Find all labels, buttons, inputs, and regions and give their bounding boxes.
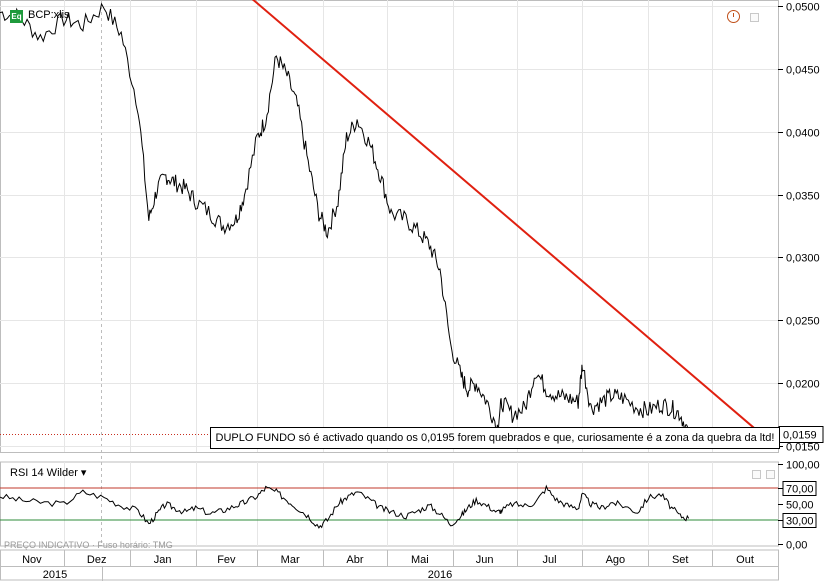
rsi-close-icon[interactable] (766, 470, 775, 479)
rsi-level-badge (782, 513, 817, 528)
rsi-tick-label: 50,00 (786, 500, 814, 512)
maximize-pane-icon[interactable] (750, 13, 759, 22)
rsi-tick-label: 0,00 (786, 540, 807, 552)
rsi-tick-label: 70,00 (786, 484, 814, 496)
month-tick-label: Out (736, 554, 754, 566)
rsi-level-badge (782, 481, 817, 496)
price-tick-label: 0,0350 (786, 191, 820, 203)
downtrend-line (251, 0, 764, 437)
last-price-label: 0,0159 (783, 430, 817, 442)
price-series-line (0, 2, 690, 434)
month-tick-label: Set (672, 554, 689, 566)
price-tick-label: 0,0300 (786, 253, 820, 265)
month-tick-label: Ago (606, 554, 626, 566)
month-tick-label: Fev (217, 554, 236, 566)
equity-badge-icon: Eq (10, 10, 23, 23)
month-tick-label: Mai (411, 554, 429, 566)
clock-icon[interactable] (727, 10, 740, 23)
month-tick-label: Abr (346, 554, 363, 566)
rsi-tick-label: 30,00 (786, 516, 814, 528)
time-axis (0, 549, 779, 581)
rsi-maximize-icon[interactable] (752, 470, 761, 479)
price-tick-label: 0,0150 (786, 442, 820, 454)
footer-note: PREÇO INDICATIVO · Fuso horário: TMG (4, 540, 173, 550)
month-tick-label: Nov (22, 554, 42, 566)
rsi-series-line (0, 484, 690, 529)
price-tick-label: 0,0250 (786, 316, 820, 328)
month-tick-label: Jan (154, 554, 172, 566)
rsi-pane (0, 461, 779, 547)
rsi-tick-label: 100,00 (786, 460, 820, 472)
year-tick-label: 2015 (43, 569, 67, 581)
month-tick-label: Dez (87, 554, 107, 566)
month-tick-label: Jun (476, 554, 494, 566)
month-tick-label: Jul (542, 554, 556, 566)
price-pane (0, 0, 779, 453)
price-tick-label: 0,0400 (786, 128, 820, 140)
rsi-indicator-label[interactable]: RSI 14 Wilder ▾ (10, 467, 87, 479)
annotation-textbox[interactable]: DUPLO FUNDO só é activado quando os 0,01… (210, 427, 780, 449)
year-tick-label: 2016 (428, 569, 452, 581)
price-tick-label: 0,0500 (786, 2, 820, 14)
month-tick-label: Mar (281, 554, 300, 566)
price-tick-label: 0,0450 (786, 65, 820, 77)
price-tick-label: 0,0200 (786, 379, 820, 391)
symbol-label[interactable]: BCP:xlis (28, 9, 70, 21)
